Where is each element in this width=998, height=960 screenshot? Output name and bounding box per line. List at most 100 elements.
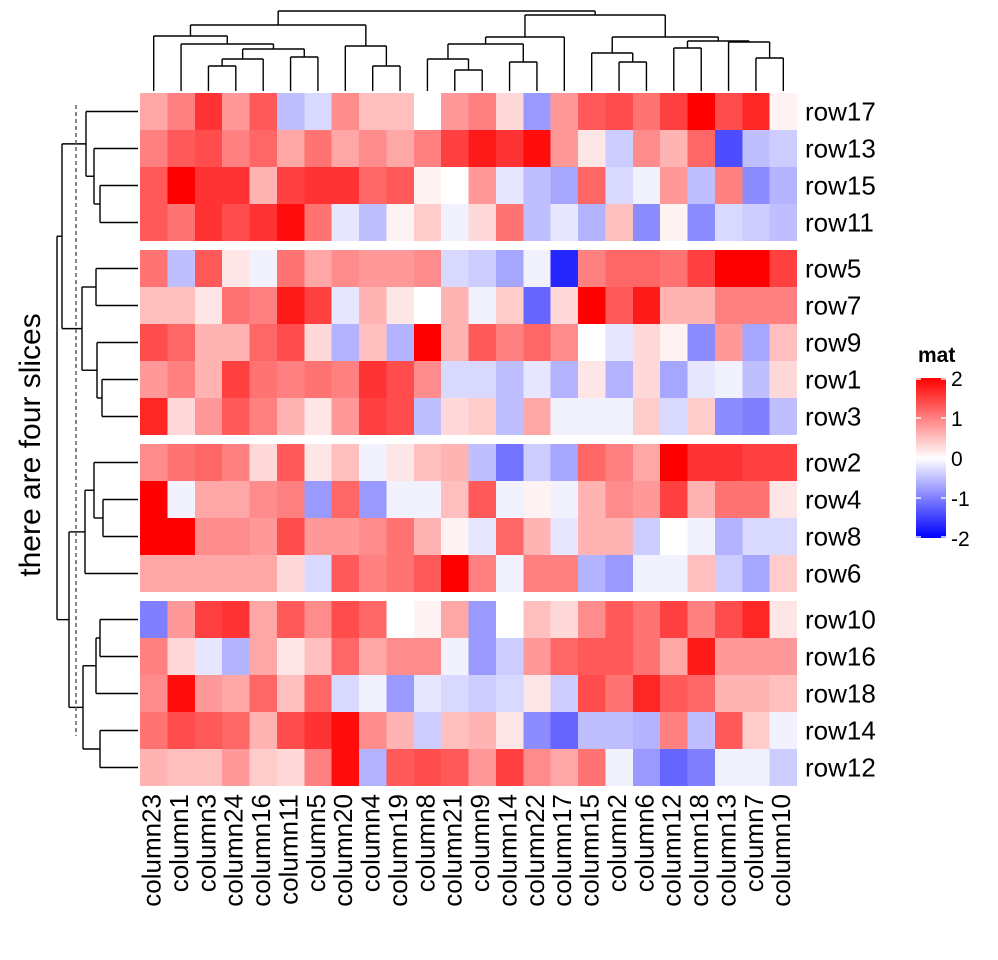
heatmap-cell bbox=[359, 712, 387, 749]
heatmap-cell bbox=[304, 638, 332, 675]
heatmap-cell bbox=[769, 555, 798, 592]
column-label: column18 bbox=[684, 794, 714, 907]
heatmap-cell bbox=[605, 601, 633, 638]
heatmap-cell bbox=[194, 398, 223, 435]
heatmap-cell bbox=[495, 712, 524, 749]
heatmap-cell bbox=[742, 250, 770, 287]
heatmap-cell bbox=[276, 250, 305, 287]
heatmap-cell bbox=[167, 93, 195, 130]
heatmap-cell bbox=[140, 130, 168, 167]
heatmap-cell bbox=[468, 601, 496, 638]
column-label: column20 bbox=[328, 794, 358, 907]
heatmap-cell bbox=[468, 361, 496, 398]
heatmap-cell bbox=[714, 398, 743, 435]
heatmap-cell bbox=[140, 167, 168, 204]
heatmap-cell bbox=[714, 749, 743, 786]
heatmap-cell bbox=[550, 324, 579, 361]
heatmap-cell bbox=[468, 167, 496, 204]
heatmap-cell bbox=[468, 93, 496, 130]
heatmap-cell bbox=[687, 130, 715, 167]
heatmap-cell bbox=[413, 444, 442, 481]
heatmap-cell bbox=[140, 324, 168, 361]
heatmap-cell bbox=[495, 250, 524, 287]
heatmap-cell bbox=[660, 675, 688, 712]
heatmap-cell bbox=[386, 250, 414, 287]
heatmap-cell bbox=[359, 398, 387, 435]
heatmap-cell bbox=[359, 167, 387, 204]
heatmap-cell bbox=[222, 481, 250, 518]
heatmap-cell bbox=[523, 518, 551, 555]
heatmap-cell bbox=[167, 324, 195, 361]
heatmap-cell bbox=[249, 204, 277, 241]
row-labels: row17 row13 row15 row11 row5 row7 row9 row1 row3… bbox=[805, 97, 876, 783]
heatmap-cell bbox=[304, 130, 332, 167]
heatmap-cell bbox=[249, 518, 277, 555]
heatmap-cell bbox=[468, 130, 496, 167]
heatmap-cell bbox=[578, 361, 606, 398]
heatmap-cell bbox=[359, 749, 387, 786]
heatmap-cell bbox=[523, 167, 551, 204]
heatmap-cell bbox=[495, 675, 524, 712]
heatmap-cell bbox=[441, 712, 469, 749]
heatmap-cell bbox=[687, 167, 715, 204]
heatmap-cell bbox=[359, 361, 387, 398]
heatmap-cell bbox=[550, 398, 579, 435]
heatmap-cell bbox=[167, 287, 195, 324]
heatmap-cell bbox=[140, 675, 168, 712]
heatmap-cell bbox=[468, 204, 496, 241]
heatmap-cell bbox=[331, 361, 360, 398]
heatmap-cell bbox=[605, 204, 633, 241]
heatmap-cell bbox=[386, 555, 414, 592]
heatmap-cell bbox=[413, 398, 442, 435]
heatmap-cell bbox=[249, 93, 277, 130]
heatmap-cell bbox=[523, 444, 551, 481]
column-label: column14 bbox=[492, 794, 522, 907]
heatmap-cell bbox=[495, 167, 524, 204]
column-label: column12 bbox=[657, 794, 687, 907]
heatmap-cell bbox=[495, 204, 524, 241]
column-label: column8 bbox=[410, 794, 440, 892]
heatmap-cell bbox=[194, 444, 223, 481]
heatmap-cell bbox=[495, 324, 524, 361]
heatmap-cell bbox=[140, 250, 168, 287]
heatmap-cell bbox=[194, 481, 223, 518]
heatmap-cell bbox=[769, 601, 798, 638]
heatmap-cell bbox=[742, 601, 770, 638]
heatmap-cell bbox=[769, 204, 798, 241]
heatmap-cell bbox=[167, 398, 195, 435]
heatmap-cell bbox=[359, 518, 387, 555]
heatmap-cell bbox=[714, 444, 743, 481]
heatmap-cell bbox=[304, 481, 332, 518]
heatmap-cell bbox=[687, 398, 715, 435]
heatmap-cell bbox=[386, 287, 414, 324]
heatmap-cell bbox=[276, 287, 305, 324]
heatmap-cell bbox=[468, 250, 496, 287]
heatmap-cell bbox=[578, 638, 606, 675]
heatmap-cell bbox=[523, 638, 551, 675]
row-label: row18 bbox=[805, 679, 876, 709]
heatmap-cell bbox=[359, 130, 387, 167]
heatmap-cell bbox=[660, 361, 688, 398]
heatmap-cell bbox=[769, 361, 798, 398]
heatmap-cell bbox=[194, 204, 223, 241]
heatmap-cell bbox=[742, 361, 770, 398]
heatmap-cell bbox=[742, 749, 770, 786]
heatmap-cell bbox=[194, 361, 223, 398]
heatmap-cell bbox=[742, 398, 770, 435]
heatmap-cell bbox=[578, 518, 606, 555]
heatmap-cell bbox=[523, 130, 551, 167]
heatmap-cell bbox=[140, 601, 168, 638]
heatmap-cell bbox=[468, 518, 496, 555]
heatmap-cell bbox=[769, 481, 798, 518]
column-label: column6 bbox=[629, 794, 659, 892]
heatmap-cell bbox=[386, 93, 414, 130]
heatmap-cell bbox=[276, 167, 305, 204]
heatmap-cell bbox=[413, 130, 442, 167]
legend-tick-label: -1 bbox=[951, 488, 970, 511]
heatmap-cell bbox=[660, 130, 688, 167]
heatmap-cell bbox=[276, 601, 305, 638]
heatmap-cell bbox=[331, 675, 360, 712]
heatmap-cell bbox=[441, 675, 469, 712]
heatmap-cell bbox=[331, 555, 360, 592]
